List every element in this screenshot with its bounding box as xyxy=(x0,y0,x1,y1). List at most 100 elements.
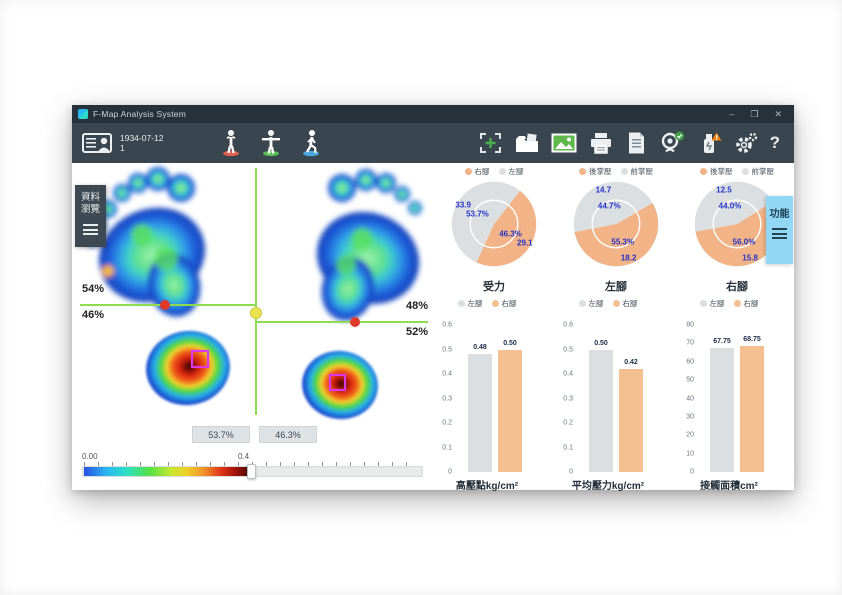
pie-label: 14.7 xyxy=(595,185,612,195)
legend-label: 左腳 xyxy=(467,299,483,308)
scale-thumb-label: 0.4 xyxy=(238,452,250,461)
left-foot-top-percent: 54% xyxy=(82,283,105,295)
legend-dot xyxy=(700,168,707,175)
pie-chart: 後掌壓 前掌壓 55.3% 18.2 44.7% 14.7 左腳 xyxy=(568,165,664,294)
pie-svg xyxy=(694,181,780,267)
close-button[interactable]: ✕ xyxy=(774,109,782,119)
bar-title: 高壓點kg/cm² xyxy=(455,481,519,492)
balance-posture-icon[interactable] xyxy=(259,129,283,157)
legend-label: 左腳 xyxy=(588,299,604,308)
walking-posture-icon[interactable] xyxy=(299,129,323,157)
legend-label: 前掌壓 xyxy=(751,167,775,176)
right-forefoot-blob xyxy=(316,169,422,321)
folder-files-icon[interactable] xyxy=(514,131,540,155)
bar-title: 接觸面積cm² xyxy=(700,481,758,492)
left-peak-pressure-marker[interactable] xyxy=(190,349,210,369)
y-axis: 0.6 0.5 0.4 0.3 0.2 0.1 0 xyxy=(563,321,573,476)
pie-label: 44.7% xyxy=(597,201,621,211)
printer-icon[interactable] xyxy=(588,131,614,155)
scale-gradient xyxy=(84,467,247,476)
tab-label-line2: 瀏覽 xyxy=(80,204,100,215)
pie-legend: 後掌壓 前掌壓 xyxy=(689,165,785,178)
legend-label: 右腳 xyxy=(743,299,759,308)
left-cop-marker[interactable] xyxy=(160,300,170,310)
bar-value-label: 67.75 xyxy=(713,337,731,345)
left-foot-load-button[interactable]: 53.7% xyxy=(192,426,250,443)
bar-value-label: 68.75 xyxy=(743,335,761,343)
settings-gear-icon[interactable] xyxy=(733,131,759,155)
scale-track[interactable] xyxy=(82,464,423,479)
pie-slice xyxy=(573,181,653,233)
pie-label: 56.0% xyxy=(732,237,756,247)
legend-dot xyxy=(741,168,749,175)
pie-label: 53.7% xyxy=(466,209,489,219)
bar-value-label: 0.48 xyxy=(473,344,487,352)
right-cop-marker[interactable] xyxy=(350,317,360,327)
right-foot-bottom-percent: 52% xyxy=(406,326,429,338)
bar: 0.50 xyxy=(498,340,522,472)
scale-min-label: 0.00 xyxy=(82,452,98,461)
pie-label: 44.0% xyxy=(718,201,742,211)
menu-icon xyxy=(83,224,98,235)
right-foot-load-button[interactable]: 46.3% xyxy=(259,426,317,443)
window-title: F-Map Analysis System xyxy=(93,109,187,119)
pie-legend: 右腳 左腳 xyxy=(446,165,542,178)
pie-label: 12.5 xyxy=(716,185,732,195)
legend-label: 左腳 xyxy=(508,167,524,176)
bar-legend: 左腳 右腳 xyxy=(556,297,660,310)
legend-dot xyxy=(620,168,628,175)
pie-label: 55.3% xyxy=(611,237,635,247)
bar-legend: 左腳 右腳 xyxy=(435,297,539,310)
legend-label: 右腳 xyxy=(474,167,490,176)
bar: 0.48 xyxy=(468,344,492,472)
capture-target-icon[interactable] xyxy=(478,131,503,155)
toolbar: 1934-07-12 1 xyxy=(72,123,794,163)
legend-label: 前掌壓 xyxy=(630,167,654,176)
record-number: 1 xyxy=(120,143,125,153)
record-date: 1934-07-12 xyxy=(120,133,164,143)
legend-dot xyxy=(498,168,506,175)
sidebar-tab-functions[interactable]: 功能 xyxy=(766,196,793,264)
pie-svg xyxy=(573,181,659,267)
legend-dot xyxy=(464,168,472,175)
scale-thumb[interactable] xyxy=(247,464,256,479)
title-bar: F-Map Analysis System – ❐ ✕ xyxy=(72,105,794,123)
minimize-button[interactable]: – xyxy=(729,109,735,119)
help-icon[interactable]: ? xyxy=(769,133,780,152)
bar: 0.50 xyxy=(589,340,613,472)
legend-dot xyxy=(579,168,586,175)
tab-label: 功能 xyxy=(769,209,790,220)
bar-title: 平均壓力kg/cm² xyxy=(571,481,645,492)
foot-pressure-map: 54% 46% 48% 52% xyxy=(80,163,432,425)
pie-label: 15.8 xyxy=(742,253,758,263)
bar-value-label: 0.50 xyxy=(594,339,608,347)
patient-card-icon[interactable] xyxy=(82,132,112,154)
left-heel-blob xyxy=(146,330,230,406)
pie-slice xyxy=(574,202,659,267)
patient-info: 1934-07-12 1 xyxy=(120,133,163,153)
image-icon[interactable] xyxy=(551,131,577,155)
bar-plot: 67.75 68.75 xyxy=(697,325,777,472)
pressure-scale-slider: 0.00 0.4 xyxy=(82,452,423,480)
bar-value-label: 0.50 xyxy=(503,339,517,347)
bar-plot: 0.48 0.50 xyxy=(455,325,535,472)
report-icon[interactable] xyxy=(625,131,647,155)
legend-label: 右腳 xyxy=(622,299,638,308)
pie-legend: 後掌壓 前掌壓 xyxy=(568,165,664,178)
usb-warning-icon[interactable] xyxy=(696,131,722,156)
legend-dot xyxy=(491,300,499,307)
right-heel-blob xyxy=(302,350,378,420)
pie-svg xyxy=(451,181,537,267)
maximize-button[interactable]: ❐ xyxy=(750,109,759,119)
pie-chart: 右腳 左腳 46.3% 29.1 53.7% 33.9 受力 xyxy=(446,165,542,294)
center-cop-marker[interactable] xyxy=(250,307,262,319)
sidebar-tab-data-browse[interactable]: 資料 瀏覽 xyxy=(75,185,106,247)
right-foot-top-percent: 48% xyxy=(406,300,429,312)
webcam-check-icon[interactable] xyxy=(658,131,685,156)
menu-icon xyxy=(772,228,787,239)
bar-value-label: 0.42 xyxy=(624,359,638,367)
pie-chart: 後掌壓 前掌壓 56.0% 15.8 44.0% 12.5 右腳 xyxy=(689,165,785,294)
right-peak-pressure-marker[interactable] xyxy=(328,373,347,392)
standing-posture-icon[interactable] xyxy=(219,129,243,157)
